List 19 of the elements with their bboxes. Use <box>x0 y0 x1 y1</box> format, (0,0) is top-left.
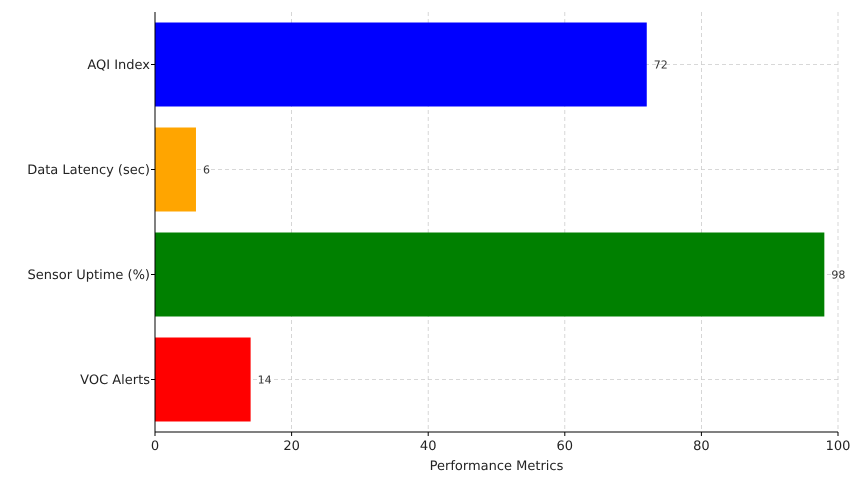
data-label: 6 <box>202 163 210 176</box>
data-label: 14 <box>258 373 272 386</box>
data-label: 72 <box>654 58 668 72</box>
bar <box>155 22 647 106</box>
x-tick-label: 80 <box>693 439 710 454</box>
x-tick-label: 40 <box>420 439 436 454</box>
x-tick-label: 0 <box>150 439 160 454</box>
y-tick-label: AQI Index <box>87 58 150 74</box>
y-tick-label: Sensor Uptime (%) <box>28 268 150 284</box>
bar <box>155 128 196 212</box>
bar <box>155 232 824 316</box>
x-axis-title: Performance Metrics <box>430 459 564 474</box>
y-tick-label: Data Latency (sec) <box>27 163 150 178</box>
x-tick-label: 20 <box>283 439 300 454</box>
y-tick-label: VOC Alerts <box>80 373 150 388</box>
bar <box>155 338 251 422</box>
data-label: 98 <box>831 268 846 282</box>
x-tick-label: 60 <box>556 439 574 454</box>
x-tick-label: 100 <box>826 439 850 454</box>
